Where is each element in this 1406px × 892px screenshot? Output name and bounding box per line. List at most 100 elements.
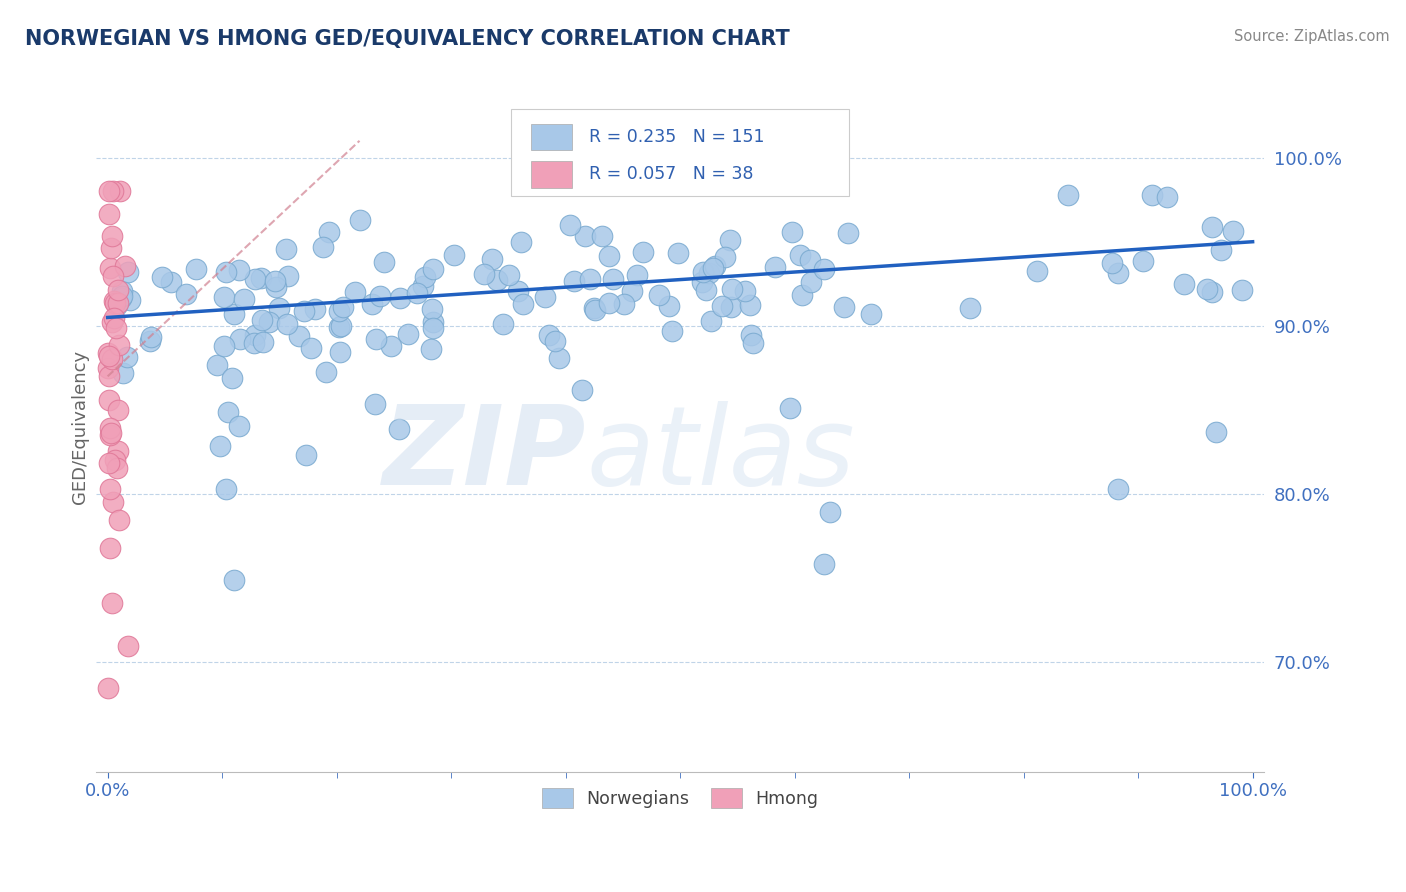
Text: atlas: atlas: [586, 401, 855, 508]
Text: R = 0.235   N = 151: R = 0.235 N = 151: [589, 128, 765, 145]
Point: [666, 246, 689, 260]
Point: [344, 285, 367, 299]
Point: [534, 290, 557, 304]
Point: [292, 303, 315, 318]
Point: [100, 541, 122, 555]
Point: [412, 278, 434, 293]
Point: [481, 252, 503, 266]
Point: [1205, 425, 1227, 440]
Point: [111, 366, 134, 380]
Point: [1230, 284, 1253, 298]
Point: [832, 301, 855, 315]
Point: [1056, 187, 1078, 202]
Point: [697, 266, 720, 280]
Point: [349, 213, 371, 227]
Point: [1222, 223, 1244, 237]
Point: [243, 335, 266, 350]
Point: [1156, 190, 1178, 204]
Point: [107, 403, 129, 417]
Point: [813, 558, 835, 572]
Point: [734, 284, 756, 298]
Bar: [530, 124, 571, 150]
Point: [1209, 244, 1232, 258]
Point: [389, 291, 412, 305]
Point: [117, 639, 139, 653]
Point: [97, 368, 120, 383]
Point: [578, 272, 600, 286]
Point: [103, 294, 125, 309]
Point: [108, 184, 131, 198]
Point: [332, 300, 354, 314]
Point: [721, 282, 744, 296]
Point: [98, 457, 121, 471]
Point: [215, 265, 238, 279]
Point: [571, 383, 593, 397]
Point: [544, 334, 567, 349]
Point: [288, 328, 311, 343]
Point: [208, 439, 231, 453]
Point: [1132, 253, 1154, 268]
Point: [422, 316, 444, 330]
Point: [562, 275, 585, 289]
Point: [101, 228, 124, 243]
Point: [700, 314, 723, 328]
Point: [100, 352, 122, 367]
Point: [420, 301, 443, 316]
Point: [626, 268, 648, 283]
Point: [107, 283, 129, 297]
Point: [252, 335, 274, 350]
Point: [506, 284, 529, 298]
Point: [574, 229, 596, 244]
Point: [101, 495, 124, 509]
Point: [443, 247, 465, 261]
Point: [97, 361, 120, 376]
Point: [720, 300, 742, 314]
Point: [1107, 482, 1129, 496]
Point: [792, 288, 814, 302]
Point: [714, 250, 737, 264]
Point: [491, 317, 513, 331]
Point: [373, 255, 395, 269]
Point: [1025, 264, 1047, 278]
Point: [139, 330, 162, 344]
Point: [789, 248, 811, 262]
Point: [631, 244, 654, 259]
Point: [101, 184, 124, 198]
Point: [658, 299, 681, 313]
Point: [103, 310, 125, 325]
Point: [277, 269, 299, 284]
Point: [406, 286, 429, 301]
Point: [704, 259, 727, 273]
Point: [295, 448, 318, 462]
Point: [117, 265, 139, 279]
Point: [276, 317, 298, 331]
Point: [228, 419, 250, 434]
Point: [738, 298, 761, 312]
Point: [100, 425, 122, 440]
Point: [718, 233, 741, 247]
Point: [813, 261, 835, 276]
Point: [388, 422, 411, 436]
Point: [318, 226, 340, 240]
Point: [276, 242, 298, 256]
Point: [107, 295, 129, 310]
Point: [740, 327, 762, 342]
Point: [120, 293, 142, 307]
Point: [221, 371, 243, 385]
Point: [224, 307, 246, 321]
Point: [486, 273, 509, 287]
Point: [104, 296, 127, 310]
Point: [138, 334, 160, 349]
Point: [174, 287, 197, 301]
Point: [233, 292, 256, 306]
Point: [548, 351, 571, 365]
Point: [422, 262, 444, 277]
Point: [107, 338, 129, 352]
Point: [98, 261, 121, 276]
Point: [598, 249, 620, 263]
Point: [328, 304, 350, 318]
Point: [818, 505, 841, 519]
Point: [396, 327, 419, 342]
Point: [107, 443, 129, 458]
Point: [537, 327, 560, 342]
